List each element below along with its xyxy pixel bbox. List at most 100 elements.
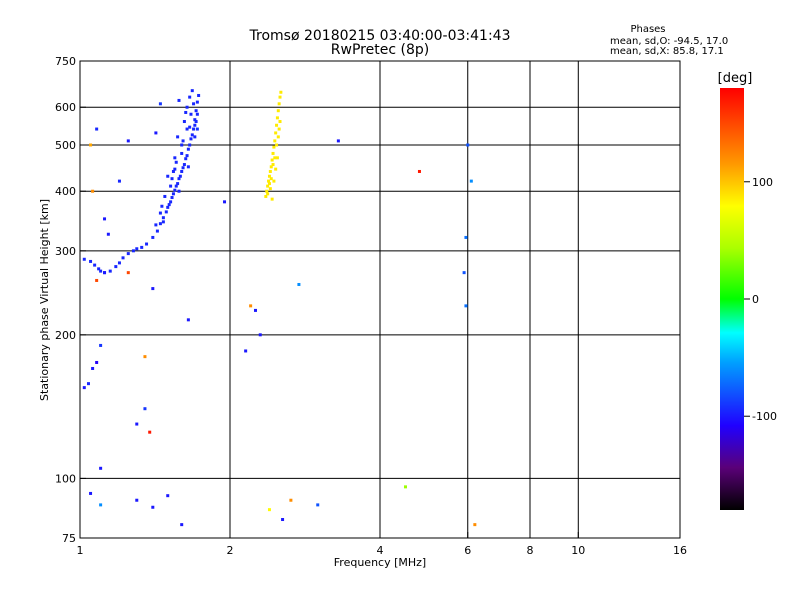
echo-point — [176, 182, 180, 186]
echo-point — [145, 242, 149, 246]
echo-point — [267, 182, 271, 186]
echo-point — [91, 189, 95, 193]
echo-point — [161, 220, 165, 224]
echo-point — [126, 139, 130, 143]
echo-point — [106, 232, 110, 236]
echo-point — [93, 263, 97, 267]
y-tick-label: 100 — [55, 472, 76, 485]
echo-point — [279, 90, 283, 94]
echo-point — [99, 466, 103, 470]
echo-point — [170, 196, 174, 200]
y-tick-label: 300 — [55, 245, 76, 258]
echo-point — [275, 156, 279, 160]
echo-point — [267, 174, 271, 178]
y-tick-label: 75 — [62, 532, 76, 545]
echo-point — [277, 102, 281, 106]
echo-point — [86, 382, 90, 386]
echo-point — [264, 194, 268, 198]
echo-point — [189, 137, 193, 141]
x-axis: 1 2 4 6 8 10 16 — [77, 532, 687, 557]
echo-point — [193, 135, 197, 139]
grid-lines — [80, 61, 680, 538]
echo-point — [99, 343, 103, 347]
x-tick-label: 6 — [464, 544, 471, 557]
echo-point — [277, 127, 281, 131]
echo-point — [143, 407, 147, 411]
echo-point — [268, 169, 272, 173]
echo-point — [274, 131, 278, 135]
echo-point — [121, 256, 125, 260]
echo-point — [135, 498, 139, 502]
echo-point — [173, 156, 177, 160]
legend-title: Phases — [630, 24, 665, 35]
echo-point — [135, 422, 139, 426]
echo-point — [464, 235, 468, 239]
echo-point — [170, 177, 174, 181]
echo-point — [473, 523, 477, 527]
echo-point — [180, 523, 184, 527]
echo-point — [154, 131, 158, 135]
echo-point — [180, 169, 184, 173]
echo-point — [184, 110, 188, 114]
echo-point — [108, 269, 112, 273]
echo-point — [190, 133, 194, 137]
echo-point — [197, 93, 201, 97]
colorbar-tick-label: -100 — [752, 410, 777, 423]
echo-point — [182, 163, 186, 167]
echo-point — [91, 366, 95, 370]
echo-point — [188, 143, 192, 147]
echo-point — [244, 349, 248, 353]
echo-point — [462, 271, 466, 275]
echo-point — [192, 102, 196, 106]
x-tick-label: 8 — [527, 544, 534, 557]
echo-point — [253, 308, 257, 312]
echo-point — [195, 127, 199, 131]
echo-point — [181, 166, 185, 170]
echo-point — [174, 160, 178, 164]
echo-point — [267, 179, 271, 183]
echo-point — [177, 98, 181, 102]
echo-point — [166, 494, 170, 498]
colorbar-tick-label: 0 — [752, 293, 759, 306]
echo-point — [266, 192, 270, 196]
echo-point — [275, 123, 279, 127]
echo-point — [135, 247, 139, 251]
echo-point — [173, 167, 177, 171]
echo-point — [185, 105, 189, 109]
echo-point — [268, 187, 272, 191]
echo-point — [89, 143, 93, 147]
echo-point — [151, 287, 155, 291]
echo-point — [469, 179, 473, 183]
echo-point — [97, 267, 101, 271]
echo-point — [186, 318, 190, 322]
echo-point — [269, 177, 273, 181]
echo-point — [271, 151, 275, 155]
echo-point — [95, 360, 99, 364]
y-tick-label: 400 — [55, 185, 76, 198]
y-tick-label: 600 — [55, 101, 76, 114]
echo-point — [174, 184, 178, 188]
y-axis-label: Stationary phase Virtual Height [km] — [38, 199, 51, 401]
echo-point — [160, 204, 164, 208]
echo-point — [99, 503, 103, 507]
echo-point — [178, 174, 182, 178]
y-tick-label: 200 — [55, 329, 76, 342]
legend-line-x: mean, sd,X: 85.8, 17.1 — [610, 46, 724, 57]
echo-point — [140, 245, 144, 249]
echo-point — [117, 179, 121, 183]
echo-point — [186, 147, 190, 151]
x-tick-label: 10 — [571, 544, 585, 557]
y-tick-label: 750 — [55, 55, 76, 68]
echo-point — [151, 505, 155, 509]
echo-point — [169, 184, 173, 188]
echo-point — [194, 109, 198, 113]
echo-point — [82, 386, 86, 390]
echo-point — [89, 259, 93, 263]
x-tick-label: 2 — [227, 544, 234, 557]
echo-point — [190, 89, 194, 93]
echo-point — [177, 189, 181, 193]
echo-point — [270, 197, 274, 201]
echo-point — [158, 211, 162, 215]
echo-point — [266, 184, 270, 188]
